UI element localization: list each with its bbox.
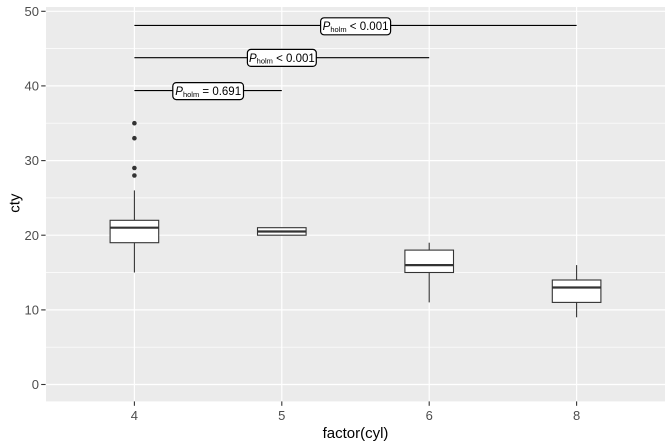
svg-text:40: 40 [25,79,39,94]
svg-text:20: 20 [25,228,39,243]
svg-text:0: 0 [32,377,39,392]
svg-text:Pholm = 0.691: Pholm = 0.691 [175,86,241,99]
svg-text:30: 30 [25,153,39,168]
svg-text:cty: cty [7,193,24,213]
svg-text:4: 4 [131,408,138,423]
svg-text:5: 5 [278,408,285,423]
svg-text:10: 10 [25,303,39,318]
svg-text:Pholm < 0.001: Pholm < 0.001 [323,21,389,34]
svg-text:Pholm < 0.001: Pholm < 0.001 [249,53,315,66]
svg-text:50: 50 [25,4,39,19]
svg-text:6: 6 [426,408,433,423]
svg-text:factor(cyl): factor(cyl) [323,425,389,442]
svg-text:8: 8 [573,408,580,423]
